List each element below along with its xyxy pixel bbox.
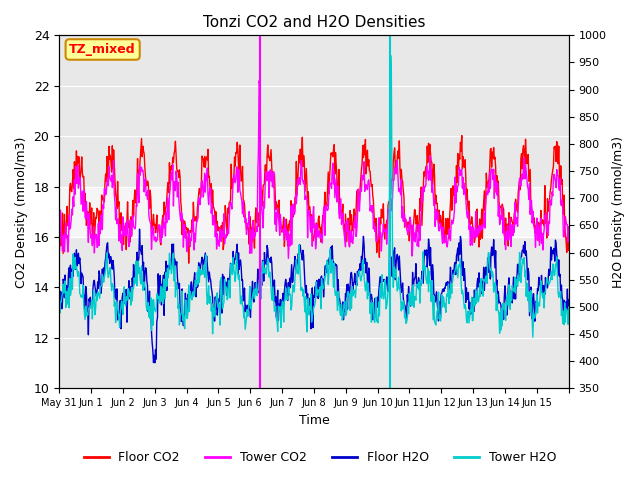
Tower H2O	[234, 272, 242, 277]
Tower H2O	[115, 315, 123, 321]
Floor H2O	[396, 267, 404, 273]
Tower H2O	[396, 286, 403, 291]
Floor H2O	[151, 360, 159, 366]
Tower CO2	[234, 189, 242, 195]
Line: Tower CO2: Tower CO2	[59, 81, 569, 258]
Tower H2O	[366, 311, 374, 316]
Tower H2O	[387, 53, 394, 59]
Floor CO2	[254, 212, 262, 217]
Line: Floor H2O: Floor H2O	[59, 229, 569, 363]
Y-axis label: CO2 Density (mmol/m3): CO2 Density (mmol/m3)	[15, 136, 28, 288]
Tower CO2	[367, 203, 375, 209]
Floor H2O	[565, 297, 573, 303]
Line: Floor CO2: Floor CO2	[59, 135, 569, 263]
Tower CO2	[255, 78, 263, 84]
Tower H2O	[253, 293, 261, 299]
Floor CO2	[367, 178, 374, 184]
Floor CO2	[185, 260, 193, 266]
Tower H2O	[529, 334, 537, 340]
Tower H2O	[55, 300, 63, 305]
Tower CO2	[396, 185, 404, 191]
Tower H2O	[565, 304, 573, 310]
Floor CO2	[235, 164, 243, 170]
Floor CO2	[55, 238, 63, 244]
Floor CO2	[396, 138, 403, 144]
Line: Tower H2O: Tower H2O	[59, 56, 569, 337]
Floor H2O	[136, 226, 143, 232]
Text: TZ_mixed: TZ_mixed	[69, 43, 136, 56]
X-axis label: Time: Time	[299, 414, 330, 427]
Tower CO2	[55, 252, 63, 258]
Bar	[59, 187, 569, 237]
Floor CO2	[458, 132, 465, 138]
Tower CO2	[209, 222, 216, 228]
Floor CO2	[565, 228, 573, 233]
Floor H2O	[367, 291, 375, 297]
Y-axis label: H2O Density (mmol/m3): H2O Density (mmol/m3)	[612, 136, 625, 288]
Floor H2O	[115, 311, 123, 316]
Floor H2O	[55, 307, 63, 313]
Floor H2O	[236, 266, 243, 272]
Floor CO2	[209, 203, 217, 209]
Tower H2O	[209, 331, 216, 336]
Tower CO2	[253, 228, 261, 234]
Legend: Floor CO2, Tower CO2, Floor H2O, Tower H2O: Floor CO2, Tower CO2, Floor H2O, Tower H…	[79, 446, 561, 469]
Floor H2O	[255, 267, 262, 273]
Floor CO2	[115, 199, 123, 204]
Floor H2O	[210, 307, 218, 312]
Title: Tonzi CO2 and H2O Densities: Tonzi CO2 and H2O Densities	[203, 15, 425, 30]
Tower CO2	[285, 255, 292, 261]
Tower CO2	[115, 238, 123, 244]
Tower CO2	[565, 224, 573, 229]
